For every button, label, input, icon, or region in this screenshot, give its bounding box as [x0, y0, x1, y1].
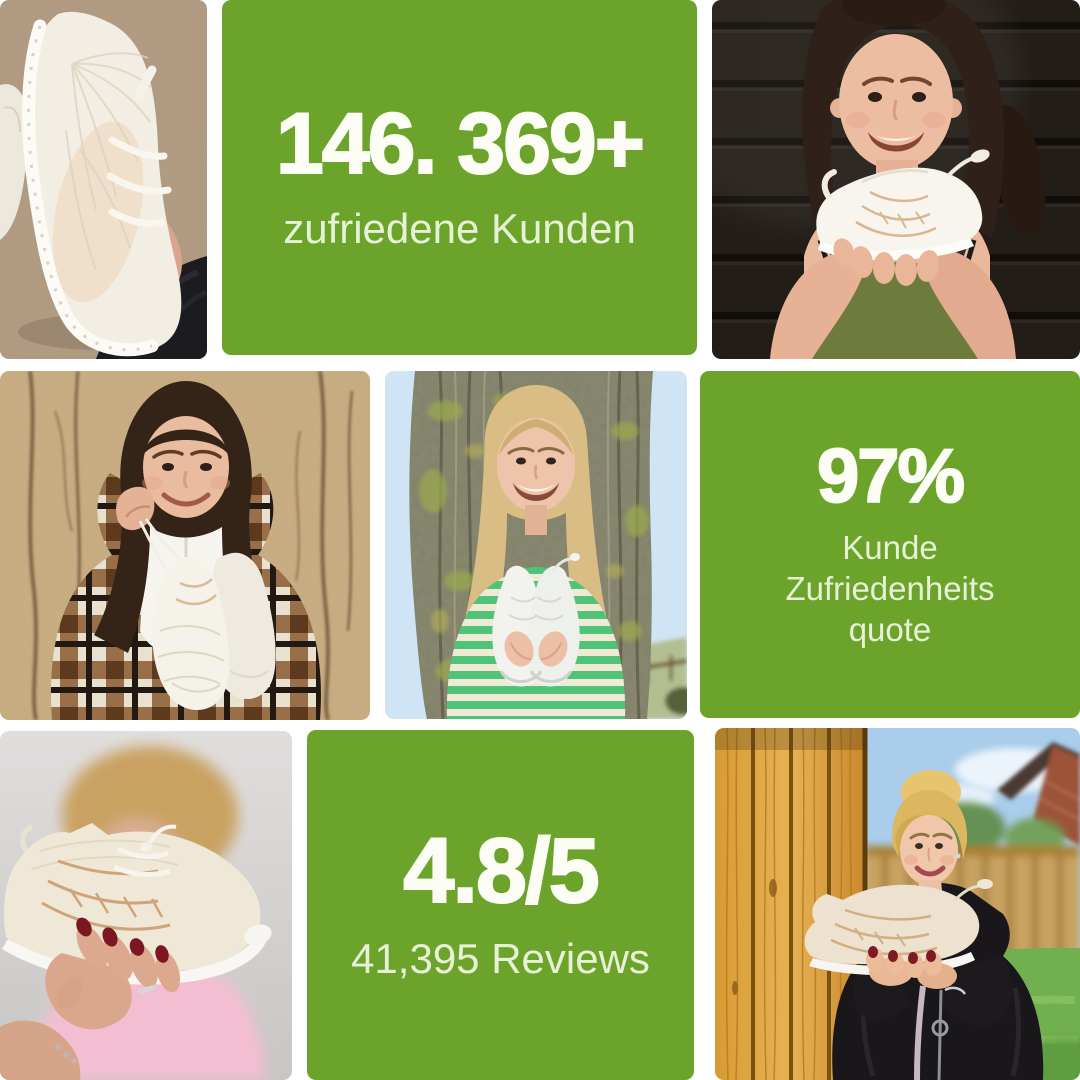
- photo-woman-pink: [0, 731, 292, 1080]
- woman-plaid-illustration: [0, 371, 370, 720]
- satisfaction-label-line-2: Zufriedenheits: [785, 569, 995, 607]
- woman-pink-illustration: [0, 731, 292, 1080]
- woman-fence-illustration: [715, 728, 1080, 1080]
- photo-shoe-carpet: [0, 0, 207, 359]
- photo-woman-fence: [715, 728, 1080, 1080]
- photo-woman-tree: [385, 371, 687, 719]
- stat-customers-block: 146. 369+ zufriedene Kunden: [222, 0, 697, 355]
- customers-count-label: zufriedene Kunden: [283, 204, 636, 252]
- woman-tree-illustration: [385, 371, 687, 719]
- photo-woman-olive-tank: [712, 0, 1080, 359]
- photo-woman-plaid: [0, 371, 370, 720]
- shoe-carpet-illustration: [0, 0, 207, 359]
- satisfaction-label-line-1: Kunde: [842, 528, 938, 566]
- satisfaction-value: 97%: [816, 433, 966, 519]
- rating-value: 4.8/5: [402, 820, 601, 923]
- satisfaction-label: Kunde Zufriedenheits quote: [785, 527, 994, 651]
- stat-satisfaction-block: 97% Kunde Zufriedenheits quote: [700, 371, 1080, 718]
- stat-rating-block: 4.8/5 41,395 Reviews: [307, 730, 694, 1080]
- satisfaction-label-line-3: quote: [848, 611, 932, 649]
- customers-count-value: 146. 369+: [275, 95, 646, 192]
- rating-label: 41,395 Reviews: [351, 935, 650, 983]
- woman-tank-illustration: [712, 0, 1080, 359]
